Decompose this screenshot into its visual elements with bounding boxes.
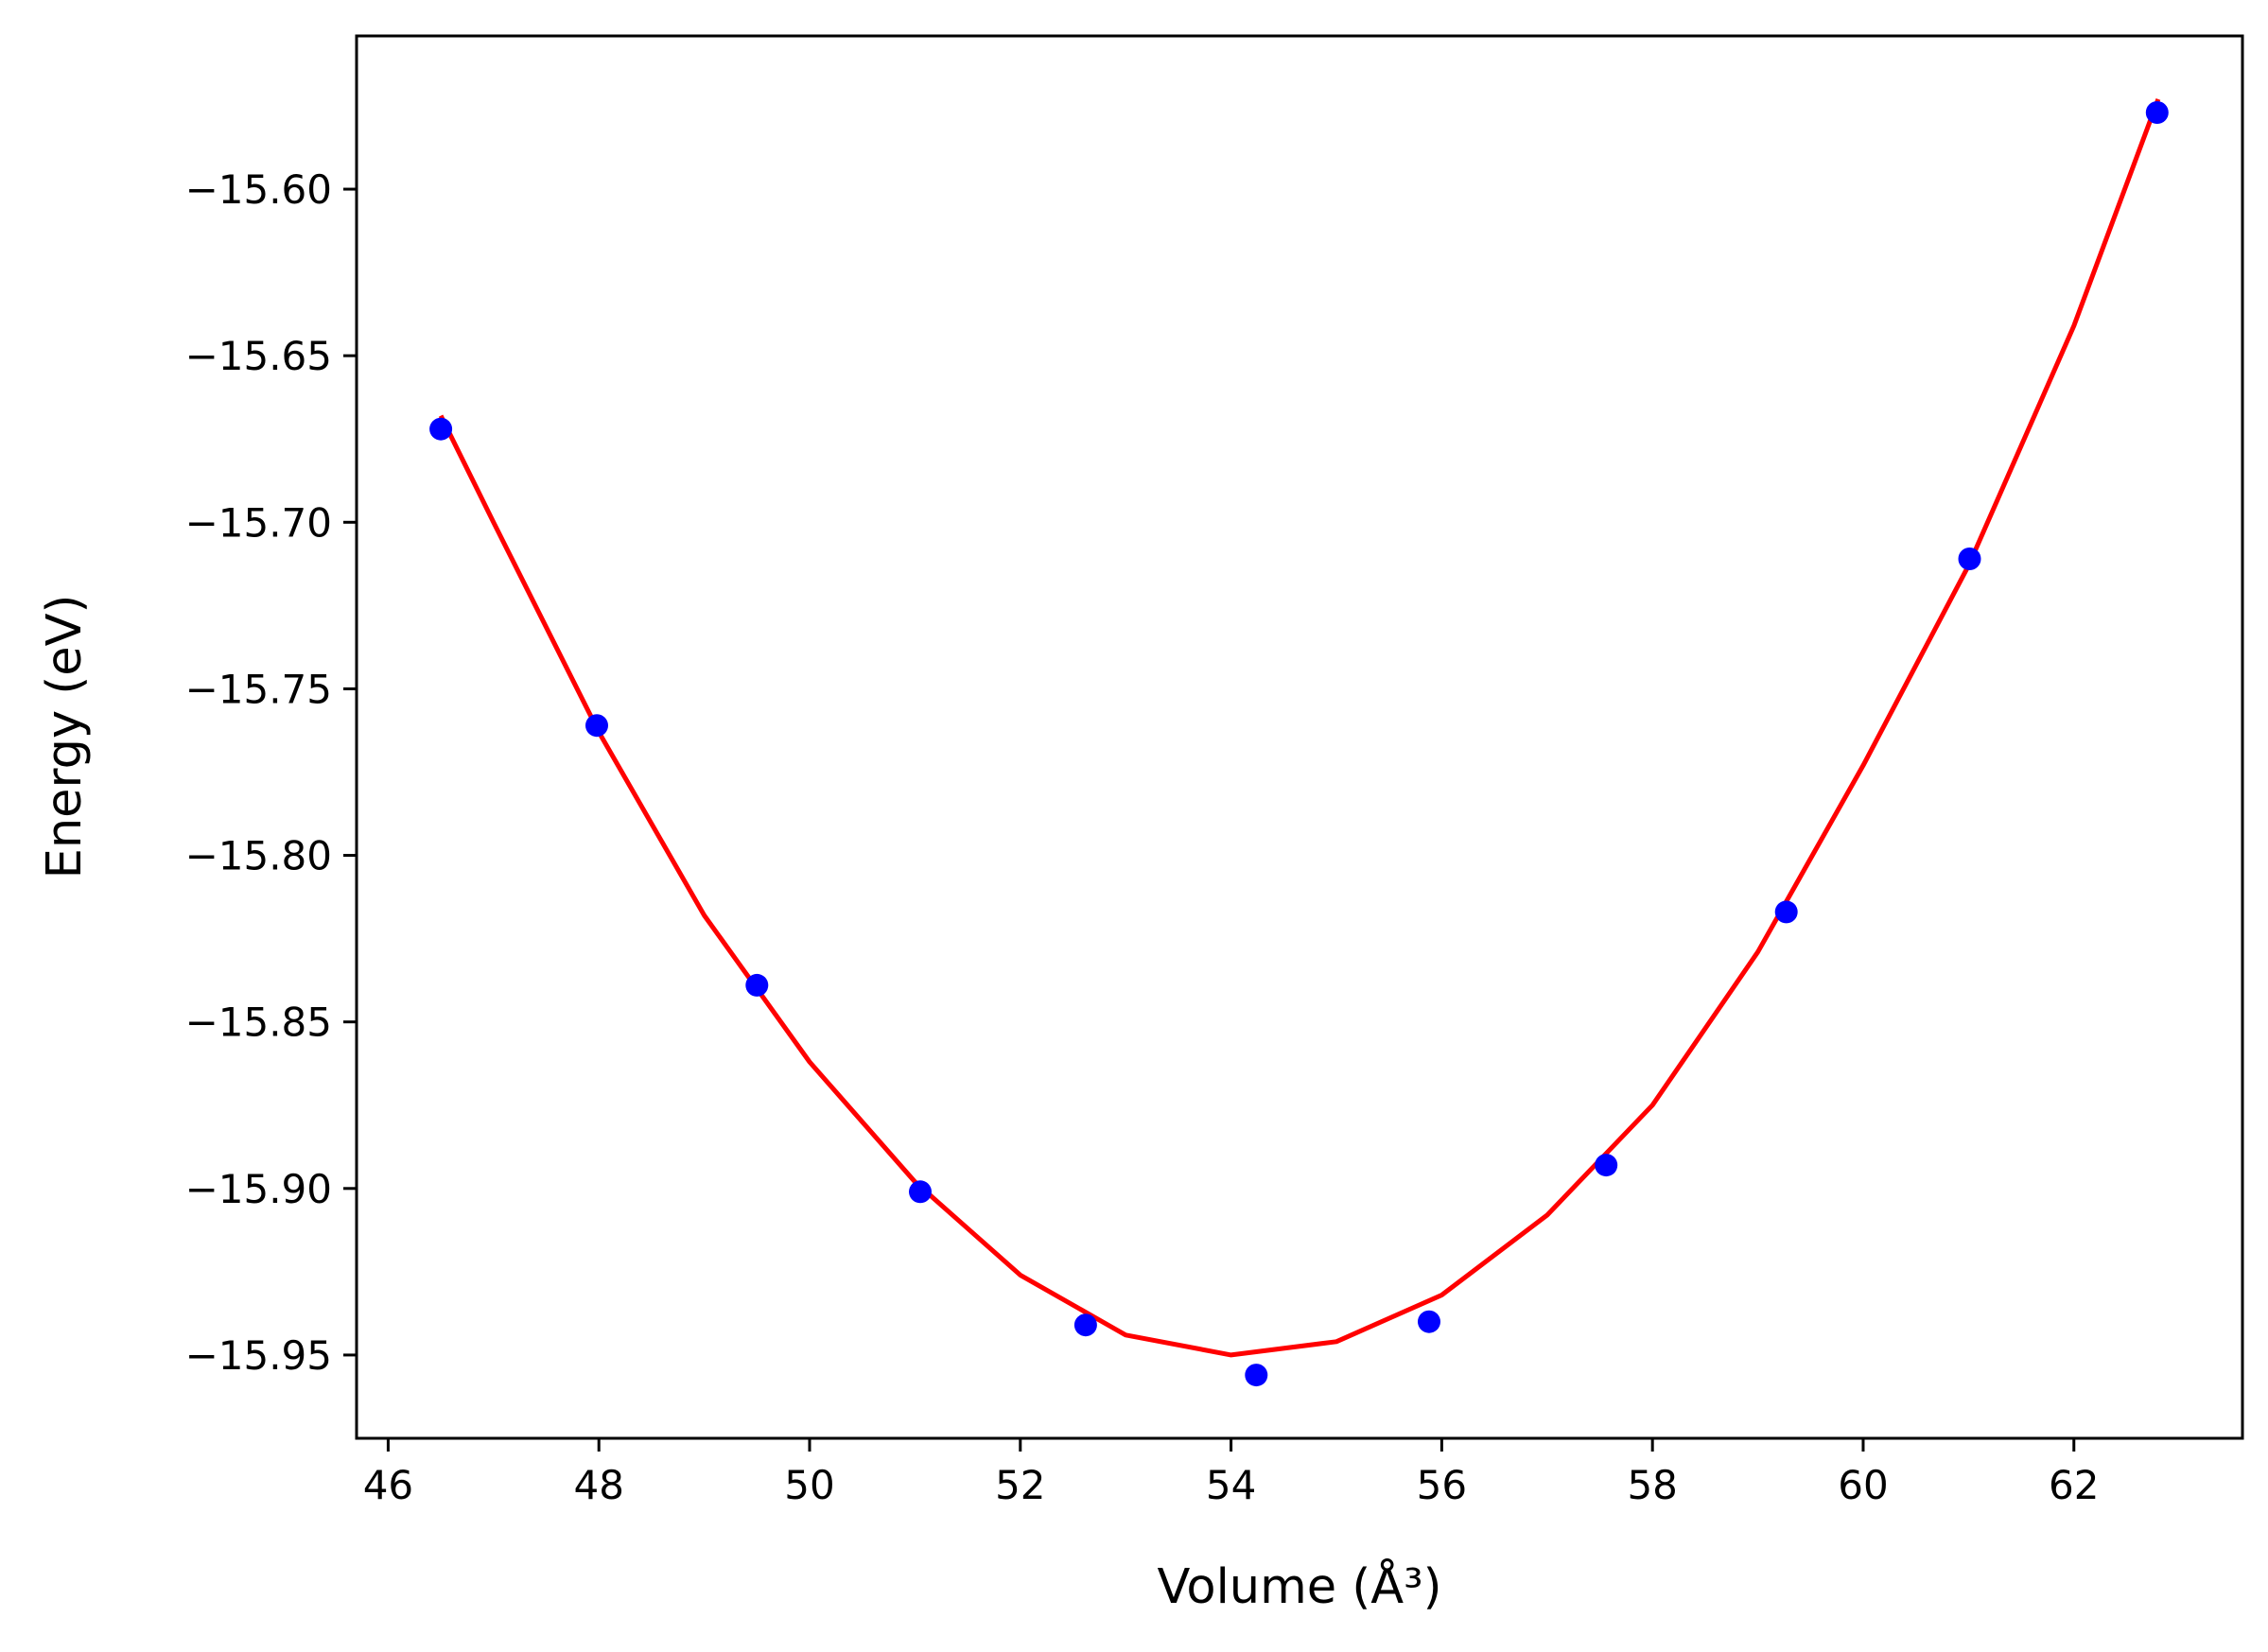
plot-frame: [355, 34, 2244, 1440]
x-tick-label: 60: [1838, 1462, 1888, 1508]
x-tick-label: 58: [1627, 1462, 1677, 1508]
x-axis-label: Volume (Å³): [1157, 1556, 1441, 1615]
fit-curve-line: [438, 98, 2161, 1358]
x-tick-label: 50: [784, 1462, 834, 1508]
y-tick-label: −15.80: [185, 833, 332, 879]
data-point: [745, 973, 769, 997]
data-point: [1418, 1310, 1440, 1333]
data-point: [2145, 101, 2169, 124]
y-axis: −15.60 −15.65 −15.70 −15.75 −15.80 −15.85 −15.…: [185, 166, 357, 1379]
x-tick-label: 46: [363, 1462, 413, 1508]
y-tick-label: −15.60: [185, 166, 332, 213]
y-tick-label: −15.85: [185, 1000, 332, 1046]
data-point: [1245, 1364, 1268, 1387]
data-point: [429, 417, 453, 441]
x-tick-label: 54: [1206, 1462, 1256, 1508]
y-tick-label: −15.70: [185, 499, 332, 546]
data-point: [909, 1180, 932, 1204]
data-point: [1958, 548, 1981, 570]
data-point: [1595, 1154, 1618, 1177]
y-tick-label: −15.65: [185, 333, 332, 379]
data-point: [585, 714, 608, 738]
fit-curve-layer: [438, 98, 2161, 1358]
y-axis-label: Energy (eV): [37, 595, 93, 879]
data-points-layer: [429, 101, 2169, 1387]
data-point: [1774, 900, 1798, 924]
x-tick-label: 48: [573, 1462, 623, 1508]
y-tick-label: −15.75: [185, 666, 332, 712]
y-tick-label: −15.90: [185, 1166, 332, 1212]
x-tick-label: 52: [995, 1462, 1045, 1508]
y-tick-label: −15.95: [185, 1332, 332, 1379]
x-tick-label: 62: [2049, 1462, 2099, 1508]
x-axis: 46 48 50 52 54 56 58 60 62: [363, 1438, 2099, 1508]
data-point: [1073, 1313, 1097, 1337]
x-tick-label: 56: [1417, 1462, 1467, 1508]
